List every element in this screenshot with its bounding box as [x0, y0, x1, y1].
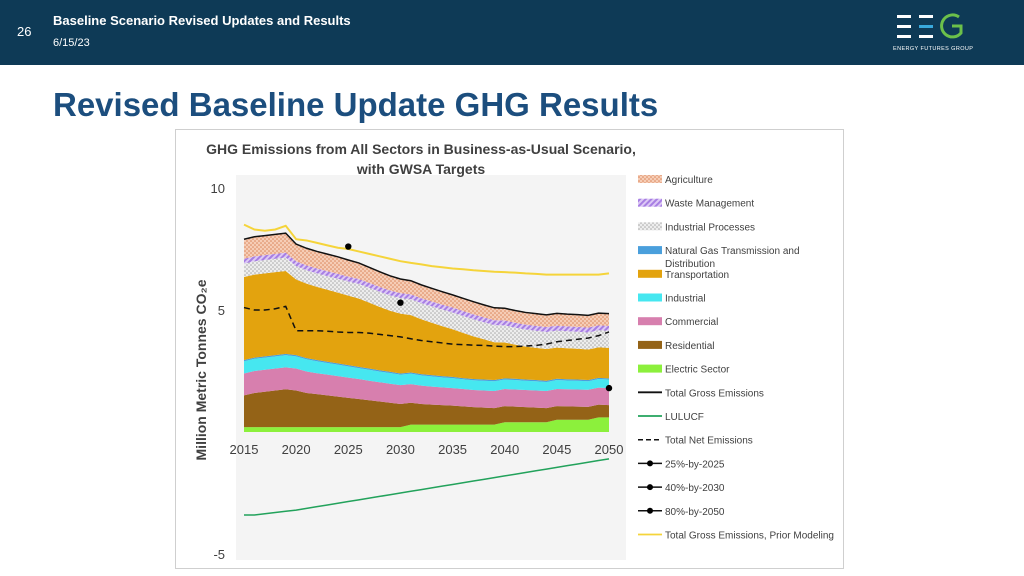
chart-title: GHG Emissions from All Sectors in Busine… — [206, 141, 636, 157]
x-tick-label: 2045 — [542, 442, 571, 457]
line-total-gross — [243, 232, 610, 317]
legend-label: 40%-by-2030 — [665, 483, 725, 494]
legend-label: 25%-by-2025 — [665, 459, 725, 470]
x-tick-label: 2015 — [230, 442, 259, 457]
line-prior — [243, 223, 610, 276]
line-series — [243, 223, 613, 516]
legend-swatch-commercial — [638, 317, 662, 326]
slide-title: Revised Baseline Update GHG Results — [53, 86, 659, 123]
x-tick-label: 2035 — [438, 442, 467, 457]
line-net — [243, 305, 610, 348]
legend-label: 80%-by-2050 — [665, 507, 725, 518]
area-industrial — [244, 355, 609, 392]
x-tick-label: 2050 — [595, 442, 624, 457]
efg-logo-mark — [897, 13, 963, 39]
x-tick-label: 2020 — [282, 442, 311, 457]
line-lulucf — [244, 458, 610, 516]
y-tick-label: -5 — [213, 547, 225, 562]
legend-marker-target — [647, 460, 653, 467]
x-tick-label: 2030 — [386, 442, 415, 457]
ghg-chart: GHG Emissions from All Sectors in Busine… — [193, 141, 834, 562]
legend-label: Commercial — [665, 317, 718, 328]
deck-date: 6/15/23 — [53, 37, 90, 49]
legend-swatch-agriculture — [638, 175, 662, 183]
legend-label: Transportation — [665, 270, 729, 281]
y-axis-label: Million Metric Tonnes CO₂e — [193, 279, 209, 460]
legend-label-line2: Distribution — [665, 259, 715, 270]
area-residential — [244, 389, 609, 428]
legend-label: LULUCF — [665, 412, 704, 423]
legend-swatch-waste — [638, 198, 662, 207]
legend-swatch-transportation — [638, 269, 662, 278]
legend-swatch-industrial_processes — [638, 222, 662, 231]
legend-label: Total Gross Emissions — [665, 388, 764, 399]
legend-swatch-industrial — [638, 293, 662, 302]
area-industrial_processes — [244, 257, 609, 350]
legend-label: Industrial — [665, 294, 706, 305]
y-tick-label: 10 — [211, 181, 225, 196]
axis-ticks: 2015 2020 2025 2030 2035 2040 2045 2050 10 5 -5 — [211, 181, 624, 562]
legend-marker-target — [647, 507, 653, 514]
target-marker-1 — [345, 243, 352, 250]
target-marker-2 — [397, 299, 404, 306]
legend-label: Industrial Processes — [665, 222, 755, 233]
legend-label: Residential — [665, 341, 714, 352]
deck-title: Baseline Scenario Revised Updates and Re… — [53, 13, 351, 28]
area-transportation — [244, 270, 609, 381]
chart-legend: Agriculture Waste Management Industrial Pr… — [638, 175, 834, 542]
header-bar: 26 Baseline Scenario Revised Updates and… — [0, 0, 1024, 65]
legend-swatch-residential — [638, 340, 662, 349]
efg-logo: ENERGY FUTURES GROUP — [893, 11, 978, 56]
x-tick-label: 2040 — [490, 442, 519, 457]
legend-swatch-natural_gas — [638, 246, 662, 255]
legend-label: Total Gross Emissions, Prior Modeling — [665, 531, 834, 542]
legend-swatch-electric — [638, 364, 662, 373]
logo-tagline: ENERGY FUTURES GROUP — [893, 46, 974, 52]
legend-label: Agriculture — [665, 175, 713, 186]
slide-number: 26 — [17, 24, 32, 39]
legend-label: Electric Sector — [665, 365, 730, 376]
legend-marker-target — [647, 484, 653, 491]
y-tick-label: 5 — [218, 303, 225, 318]
legend-label: Natural Gas Transmission and — [665, 246, 800, 257]
chart-frame: GHG Emissions from All Sectors in Busine… — [175, 129, 844, 569]
legend-label: Waste Management — [665, 199, 754, 210]
x-tick-label: 2025 — [334, 442, 363, 457]
legend-label: Total Net Emissions — [665, 436, 753, 447]
area-commercial — [244, 367, 609, 409]
chart-subtitle: with GWSA Targets — [356, 161, 486, 177]
target-marker-3 — [605, 384, 613, 392]
